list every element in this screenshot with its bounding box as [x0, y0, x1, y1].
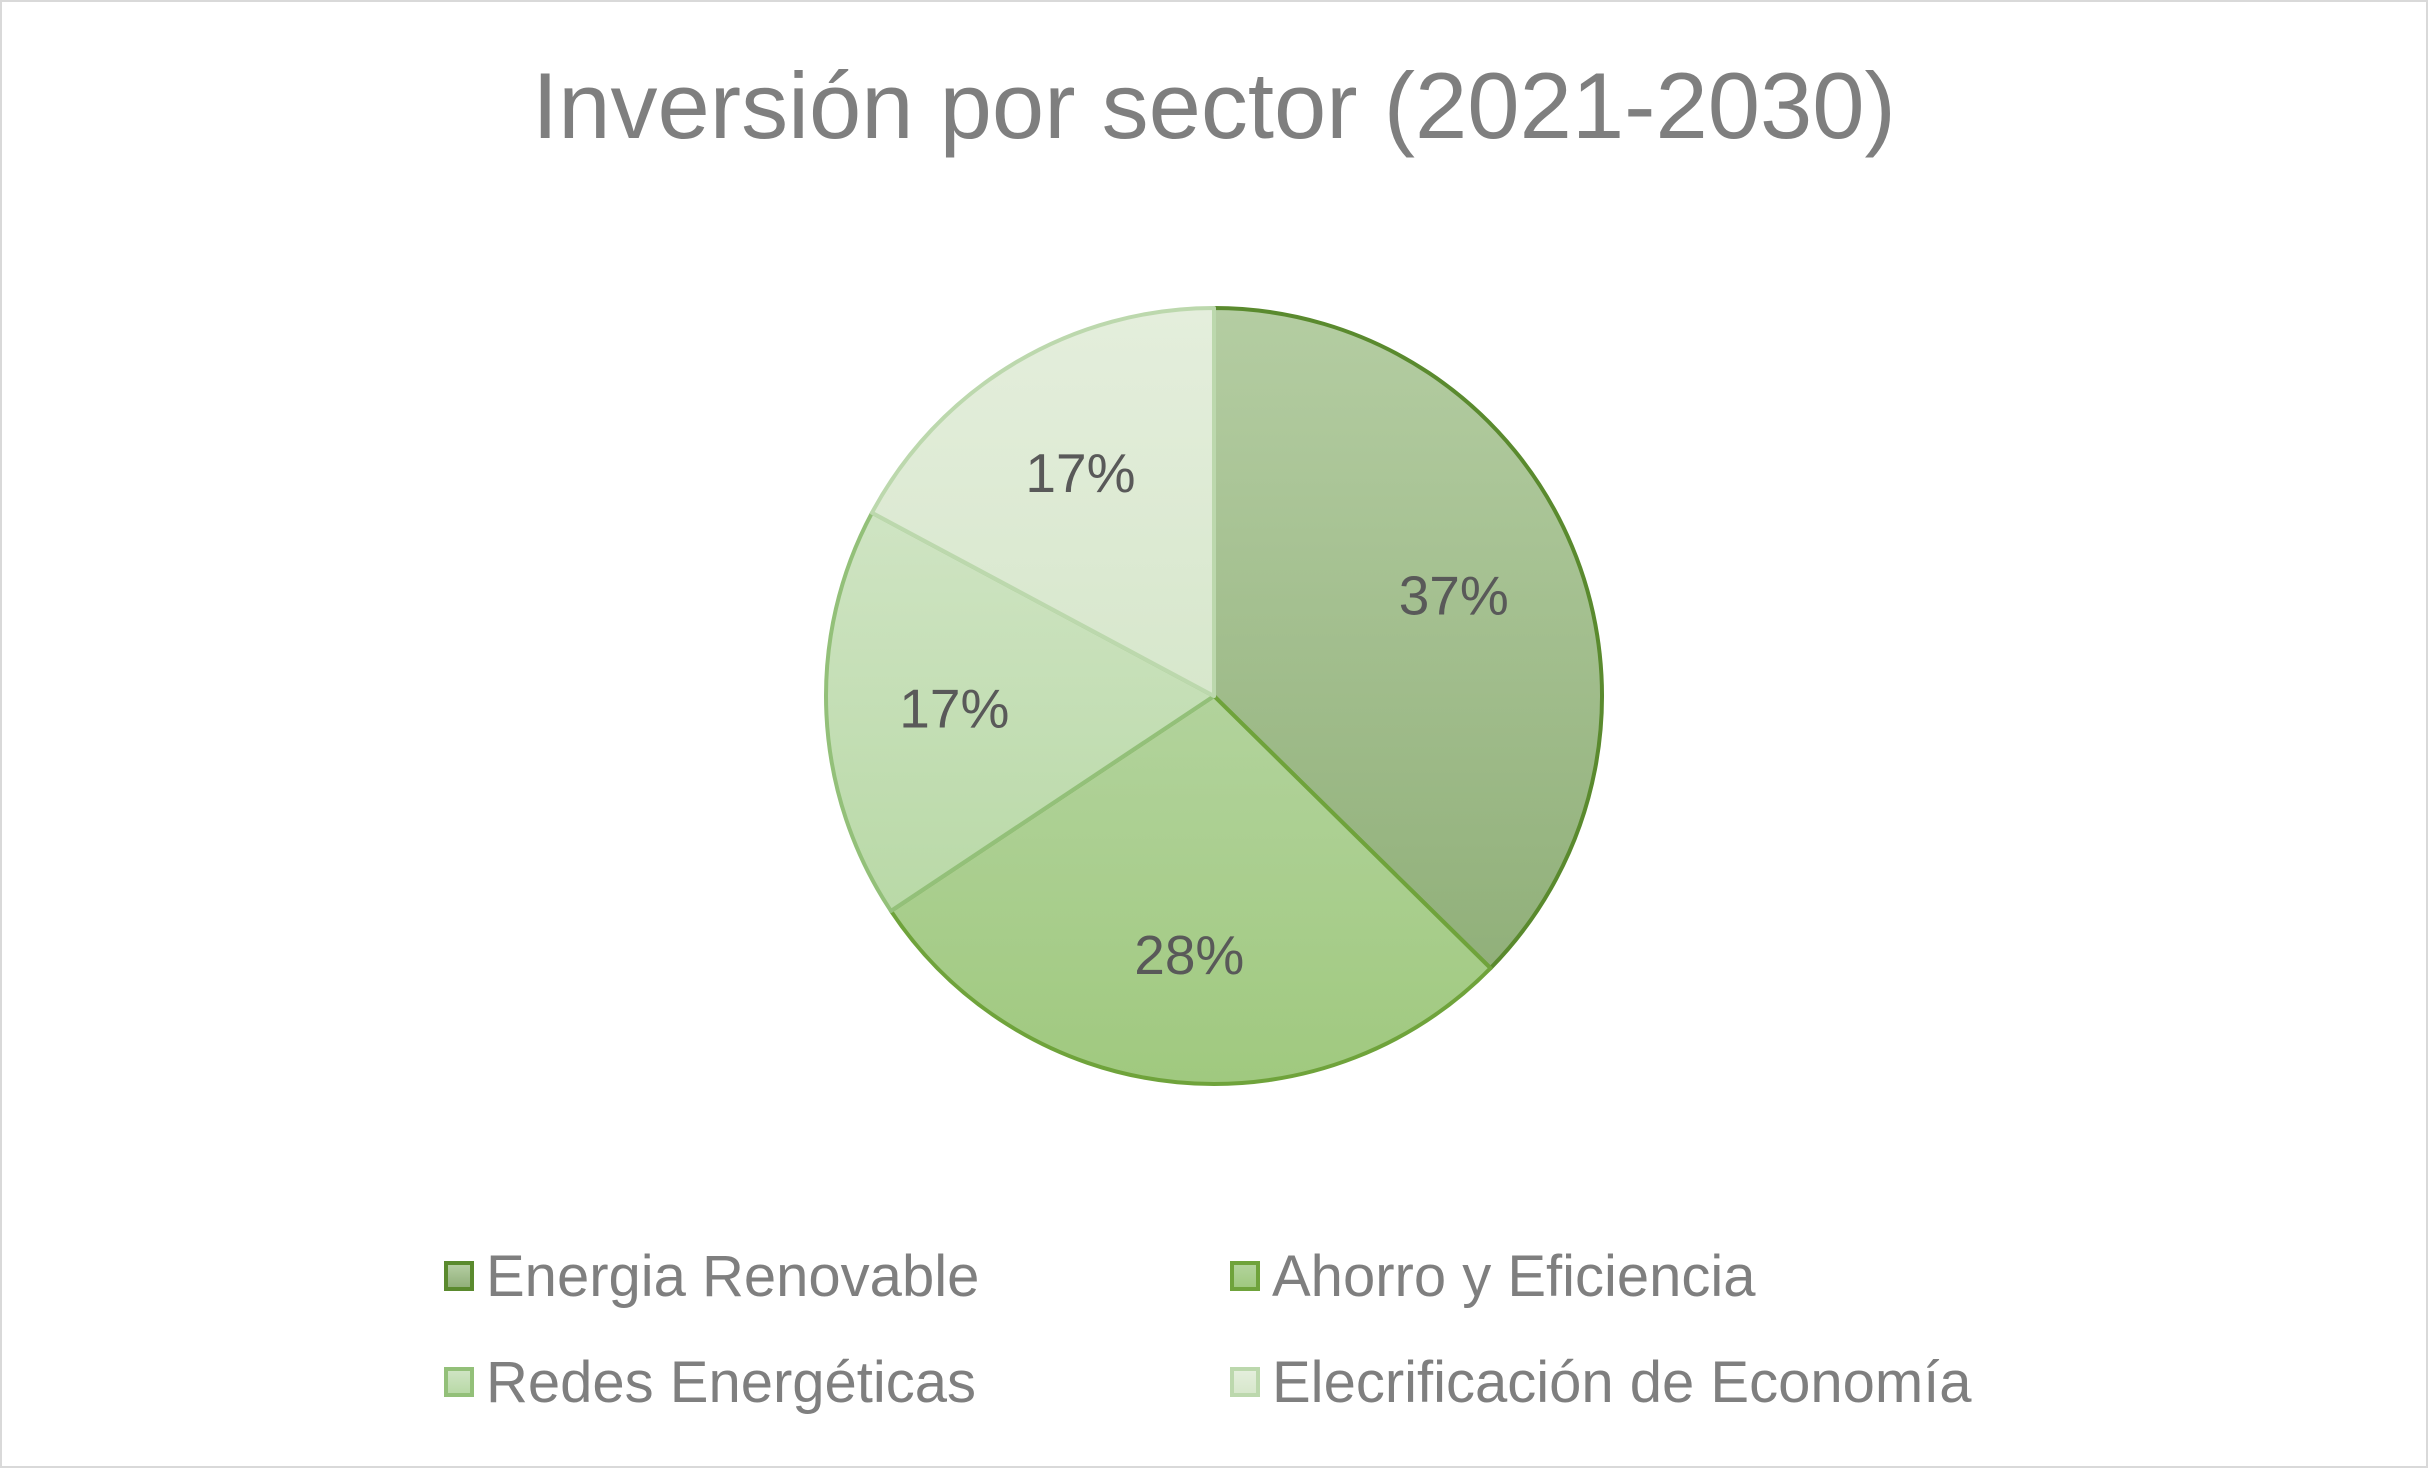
- legend-label-1: Energia Renovable: [486, 1243, 980, 1309]
- pie-slice-4: [869, 306, 1216, 698]
- pie-slice-3: [824, 510, 1216, 913]
- pie-slice-1: [1212, 306, 1604, 971]
- legend-item-4: Elecrificación de Economía: [1230, 1342, 1972, 1422]
- legend-label-3: Redes Energéticas: [486, 1349, 977, 1415]
- data-label-3: 17%: [899, 677, 1009, 739]
- legend-item-3: Redes Energéticas: [444, 1342, 976, 1422]
- pie-slices: [824, 306, 1604, 1086]
- pie-slice-2: [888, 694, 1493, 1086]
- data-label-4: 17%: [1025, 442, 1135, 504]
- legend-swatch-2: [1230, 1261, 1260, 1291]
- chart-title: Inversión por sector (2021-2030): [532, 53, 1896, 158]
- pie-data-labels: 37% 28% 17% 17%: [899, 442, 1509, 986]
- legend-swatch-4: [1230, 1367, 1260, 1397]
- legend-label-4: Elecrificación de Economía: [1272, 1349, 1972, 1415]
- legend-item-2: Ahorro y Eficiencia: [1230, 1236, 1756, 1316]
- legend-swatch-1: [444, 1261, 474, 1291]
- legend-label-2: Ahorro y Eficiencia: [1272, 1243, 1756, 1309]
- data-label-2: 28%: [1134, 924, 1244, 986]
- data-label-1: 37%: [1399, 565, 1509, 627]
- legend-item-1: Energia Renovable: [444, 1236, 979, 1316]
- legend-swatch-3: [444, 1367, 474, 1397]
